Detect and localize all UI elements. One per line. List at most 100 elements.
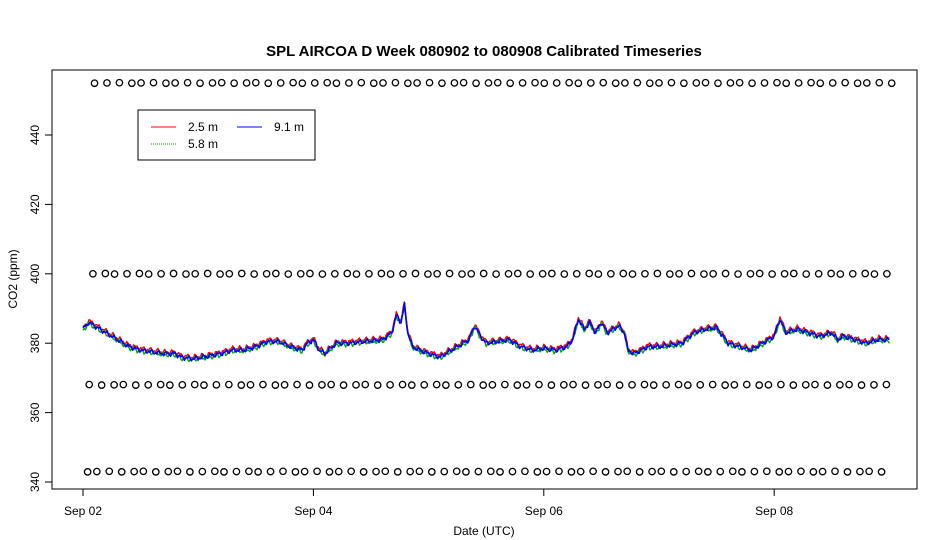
calibration-point — [386, 270, 395, 278]
calibration-point — [506, 79, 515, 88]
calibration-point — [730, 380, 739, 389]
calibration-points — [83, 78, 896, 476]
calibration-point — [323, 78, 332, 87]
calibration-point — [230, 79, 238, 88]
calibration-point — [648, 467, 656, 476]
calibration-point — [276, 79, 285, 87]
calibration-point — [845, 380, 853, 389]
calibration-point — [682, 467, 691, 476]
calibration-point — [708, 380, 717, 389]
calibration-point — [794, 79, 803, 87]
legend-label-2-5m: 2.5 m — [188, 120, 218, 134]
calibration-point — [339, 381, 348, 389]
calibration-point — [775, 468, 784, 476]
calibration-point — [89, 269, 97, 278]
calibration-point — [816, 79, 825, 88]
x-tick-label: Sep 02 — [64, 504, 102, 518]
calibration-point — [567, 468, 576, 476]
calibration-point — [692, 79, 701, 87]
calibration-point — [484, 79, 493, 87]
calibration-point — [462, 468, 470, 476]
calibration-point — [169, 269, 178, 278]
calibration-point — [714, 79, 722, 88]
calibration-point — [386, 380, 394, 389]
calibration-point — [440, 467, 449, 476]
calibration-point — [645, 79, 654, 88]
calibration-point — [760, 79, 769, 87]
calibration-point — [334, 467, 343, 476]
calibration-point — [259, 380, 267, 389]
calibration-point — [762, 467, 771, 476]
calibration-point — [649, 381, 658, 389]
calibration-point — [877, 468, 886, 476]
calibration-point — [251, 78, 260, 87]
calibration-point — [220, 468, 228, 476]
calibration-point — [721, 269, 730, 278]
calibration-point — [768, 270, 776, 278]
calibration-point — [164, 467, 173, 476]
calibration-point — [296, 269, 305, 278]
calibration-point — [359, 468, 368, 476]
calibration-point — [734, 270, 742, 278]
calibration-point — [486, 467, 495, 476]
calibration-point — [144, 380, 153, 389]
calibration-point — [85, 380, 94, 389]
calibration-point — [496, 468, 504, 476]
calibration-point — [552, 79, 561, 87]
calibration-point — [726, 79, 735, 87]
calibration-point — [773, 78, 781, 87]
calibration-point — [586, 79, 595, 87]
calibration-point — [105, 467, 114, 476]
calibration-point — [305, 381, 314, 389]
calibration-point — [623, 467, 632, 476]
calibration-point — [151, 468, 160, 476]
calibration-point — [628, 380, 636, 389]
calibration-point — [97, 381, 106, 389]
calibration-point — [289, 78, 297, 87]
calibration-point — [237, 381, 246, 389]
calibration-point — [548, 269, 556, 278]
chart-title: SPL AIRCOA D Week 080902 to 080908 Calib… — [266, 43, 702, 60]
calibration-point — [746, 269, 755, 278]
calibration-point — [127, 79, 136, 88]
calibration-point — [479, 269, 488, 278]
calibration-point — [581, 381, 590, 389]
calibration-point — [123, 269, 131, 278]
calibration-point — [802, 270, 811, 278]
calibration-point — [836, 270, 845, 278]
calibration-point — [565, 78, 573, 87]
calibration-point — [250, 270, 259, 278]
calibration-point — [137, 79, 145, 87]
calibration-point — [365, 269, 373, 278]
calibration-point — [809, 468, 818, 476]
calibration-point — [454, 380, 463, 389]
calibration-point — [680, 79, 688, 88]
calibration-point — [521, 467, 529, 476]
calibration-point — [655, 79, 663, 87]
calibration-point — [675, 269, 683, 278]
calibration-point — [110, 270, 119, 278]
calibration-point — [843, 468, 852, 476]
x-axis: Sep 02 Sep 04 Sep 06 Sep 08 — [64, 488, 794, 518]
calibration-point — [823, 381, 832, 389]
calibration-point — [755, 381, 764, 389]
calibration-point — [857, 381, 866, 389]
calibration-point — [424, 270, 432, 278]
y-tick-label: 360 — [28, 402, 42, 422]
calibration-point — [191, 269, 200, 278]
calibration-point — [467, 269, 476, 278]
calibration-point — [474, 467, 483, 476]
calibration-point — [703, 468, 712, 476]
calibration-point — [599, 78, 608, 87]
calibration-point — [614, 467, 622, 476]
calibration-point — [628, 270, 637, 278]
calibration-point — [306, 269, 314, 278]
calibration-point — [594, 380, 602, 389]
calibration-point — [407, 381, 416, 389]
calibration-point — [115, 78, 124, 87]
calibration-point — [789, 381, 798, 389]
calibration-point — [619, 269, 628, 278]
calibration-point — [411, 269, 420, 278]
calibration-point — [196, 79, 204, 88]
calibration-point — [345, 79, 353, 87]
